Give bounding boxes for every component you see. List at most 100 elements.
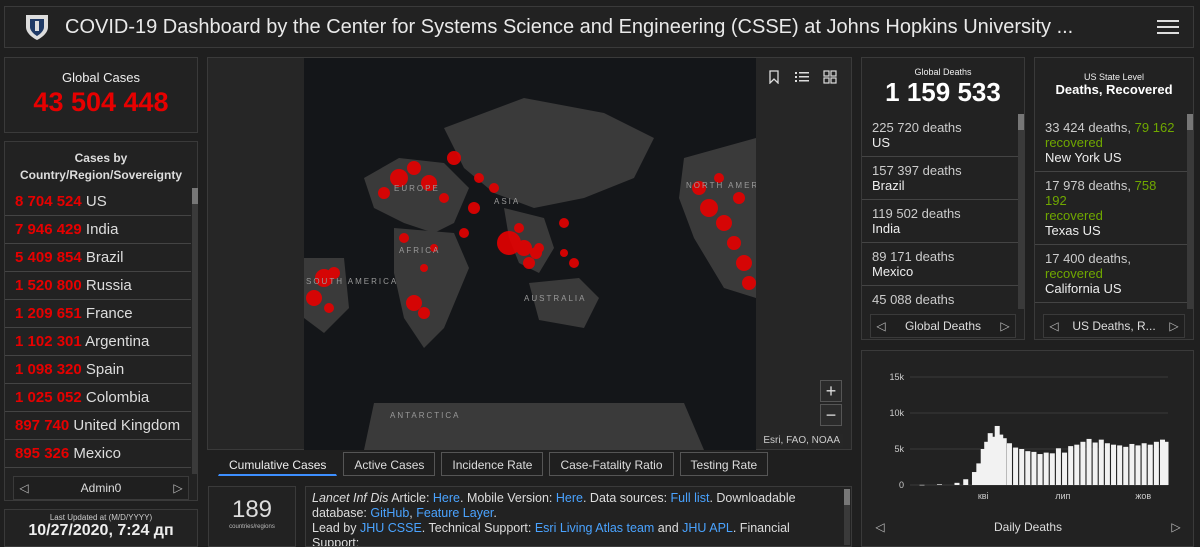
lancet-here-link[interactable]: Here [432, 491, 460, 505]
chart-bar [1147, 444, 1153, 485]
country-row[interactable]: 7 946 429 India [5, 216, 191, 244]
chart-bar [1080, 441, 1086, 485]
us-recovered-count: 758 192 [1045, 178, 1157, 208]
chart-bar [936, 484, 942, 485]
chart-bar [1153, 441, 1159, 485]
page-title: COVID-19 Dashboard by the Center for Sys… [65, 15, 1074, 38]
us-state-row[interactable]: 33 424 deaths, 79 162 recovered New York U… [1035, 114, 1187, 172]
country-row[interactable]: 897 740 United Kingdom [5, 412, 191, 440]
deaths-pager-prev-icon[interactable]: ◁ [876, 319, 886, 333]
country-case-count: 895 326 [15, 445, 70, 462]
tab-active-cases[interactable]: Active Cases [343, 452, 436, 476]
us-state-row[interactable]: 17 400 deaths, recovered California US [1035, 245, 1187, 303]
chart-bar [998, 434, 1004, 485]
country-case-count: 897 740 [15, 417, 70, 434]
map-label-south-america: SOUTH AMERICA [306, 277, 398, 286]
chart-y-tick: 5k [894, 444, 904, 454]
last-updated-label: Last Updated at (M/D/YYYY) [49, 513, 153, 522]
global-deaths-row[interactable]: 45 088 deathsUnited Kingdom [862, 286, 1018, 309]
us-state-row[interactable]: 16 449 deaths,recovered [1035, 303, 1187, 309]
deaths-pager-next-icon[interactable]: ▷ [1000, 319, 1010, 333]
map-panel[interactable]: EUROPE ASIA AFRICA AUSTRALIA NORTH AMERI… [207, 57, 852, 450]
chart-bar [1098, 439, 1104, 485]
chart-y-tick: 0 [899, 480, 904, 490]
zoom-in-button[interactable]: + [820, 380, 842, 402]
github-link[interactable]: GitHub [370, 506, 410, 520]
zoom-out-button[interactable]: − [820, 404, 842, 426]
global-deaths-scrollbar[interactable] [1018, 114, 1024, 309]
us-state-label: US State Level [1083, 72, 1145, 82]
chart-bar [1062, 452, 1068, 485]
global-deaths-row[interactable]: 225 720 deaths US [862, 114, 1018, 157]
global-deaths-list[interactable]: 225 720 deaths US 157 397 deaths Brazil 119 … [862, 114, 1018, 309]
country-list[interactable]: 8 704 524 US 7 946 429 India 5 409 854 Bra… [5, 188, 191, 474]
esri-link[interactable]: Esri Living Atlas team [534, 521, 655, 535]
legend-list-icon[interactable] [791, 66, 813, 88]
info-scrollbar[interactable] [844, 489, 850, 545]
us-death-count: 17 400 deaths, [1045, 251, 1132, 266]
country-case-count: 5 409 854 [15, 249, 82, 266]
country-case-count: 1 102 301 [15, 333, 82, 350]
country-row[interactable]: 1 098 320 Spain [5, 356, 191, 384]
global-deaths-row[interactable]: 89 171 deaths Mexico [862, 243, 1018, 286]
chart-prev-icon[interactable]: ◁ [875, 520, 885, 534]
info-text-7: Lead by [312, 521, 360, 535]
map-label-europe: EUROPE [394, 184, 440, 193]
us-state-scrollbar[interactable] [1187, 114, 1193, 309]
country-row[interactable]: 5 409 854 Brazil [5, 244, 191, 272]
chart-next-icon[interactable]: ▷ [1171, 520, 1181, 534]
chart-bar [1068, 446, 1074, 485]
map-label-africa: AFRICA [399, 246, 440, 255]
bookmark-icon[interactable] [763, 66, 785, 88]
pager-next-icon[interactable]: ▷ [173, 481, 183, 495]
death-count: 89 171 deaths [872, 249, 955, 264]
tab-case-fatality-ratio[interactable]: Case-Fatality Ratio [549, 452, 674, 476]
country-row[interactable]: 1 102 301 Argentina [5, 328, 191, 356]
chart-y-tick: 15k [889, 372, 904, 382]
map-label-australia: AUSTRALIA [524, 294, 586, 303]
country-row[interactable]: 895 326 Mexico [5, 440, 191, 468]
chart-bar [1055, 448, 1061, 485]
country-row[interactable]: 1 520 800 Russia [5, 272, 191, 300]
chart-bar [963, 479, 969, 485]
global-deaths-row[interactable]: 119 502 deaths India [862, 200, 1018, 243]
death-count: 157 397 deaths [872, 163, 962, 178]
country-case-count: 7 946 429 [15, 221, 82, 238]
us-pager-next-icon[interactable]: ▷ [1169, 319, 1179, 333]
country-row[interactable]: 1 209 651 France [5, 300, 191, 328]
country-row[interactable]: 8 704 524 US [5, 188, 191, 216]
pager-prev-icon[interactable]: ◁ [19, 481, 29, 495]
jhu-csse-link[interactable]: JHU CSSE [359, 521, 422, 535]
hamburger-menu-icon[interactable] [1157, 16, 1179, 38]
daily-deaths-pager: ◁ Daily Deaths ▷ [870, 515, 1186, 539]
mobile-here-link[interactable]: Here [555, 491, 583, 505]
tab-cumulative-cases[interactable]: Cumulative Cases [218, 452, 338, 476]
us-recovered-label: recovered [1045, 208, 1103, 223]
us-state-list[interactable]: 33 424 deaths, 79 162 recovered New York U… [1035, 114, 1187, 309]
us-state-title: Deaths, Recovered [1055, 82, 1173, 97]
chart-bar [984, 441, 990, 485]
basemap-gallery-icon[interactable] [819, 66, 841, 88]
chart-title: Daily Deaths [993, 520, 1063, 534]
info-text-2: . Mobile Version: [460, 491, 556, 505]
country-name: Spain [85, 361, 125, 378]
world-map[interactable]: EUROPE ASIA AFRICA AUSTRALIA NORTH AMERI… [304, 58, 756, 450]
country-case-count: 1 520 800 [15, 277, 82, 294]
country-name: France [85, 305, 133, 322]
feature-layer-link[interactable]: Feature Layer [416, 506, 494, 520]
jhu-apl-link[interactable]: JHU APL [682, 521, 733, 535]
global-deaths-row[interactable]: 157 397 deaths Brazil [862, 157, 1018, 200]
country-name: India [85, 221, 119, 238]
countries-count-value: 189 [231, 496, 273, 523]
tab-incidence-rate[interactable]: Incidence Rate [441, 452, 544, 476]
country-row[interactable]: 1 025 052 Colombia [5, 384, 191, 412]
tab-testing-rate[interactable]: Testing Rate [679, 452, 769, 476]
us-pager-prev-icon[interactable]: ◁ [1049, 319, 1059, 333]
full-list-link[interactable]: Full list [670, 491, 710, 505]
us-state-row[interactable]: 17 978 deaths, 758 192 recovered Texas US [1035, 172, 1187, 245]
country-case-count: 1 025 052 [15, 389, 82, 406]
country-list-scrollbar[interactable] [192, 188, 198, 474]
us-pager-label: US Deaths, R... [1072, 319, 1156, 333]
chart-bar [1049, 453, 1055, 485]
chart-bar [991, 436, 997, 485]
